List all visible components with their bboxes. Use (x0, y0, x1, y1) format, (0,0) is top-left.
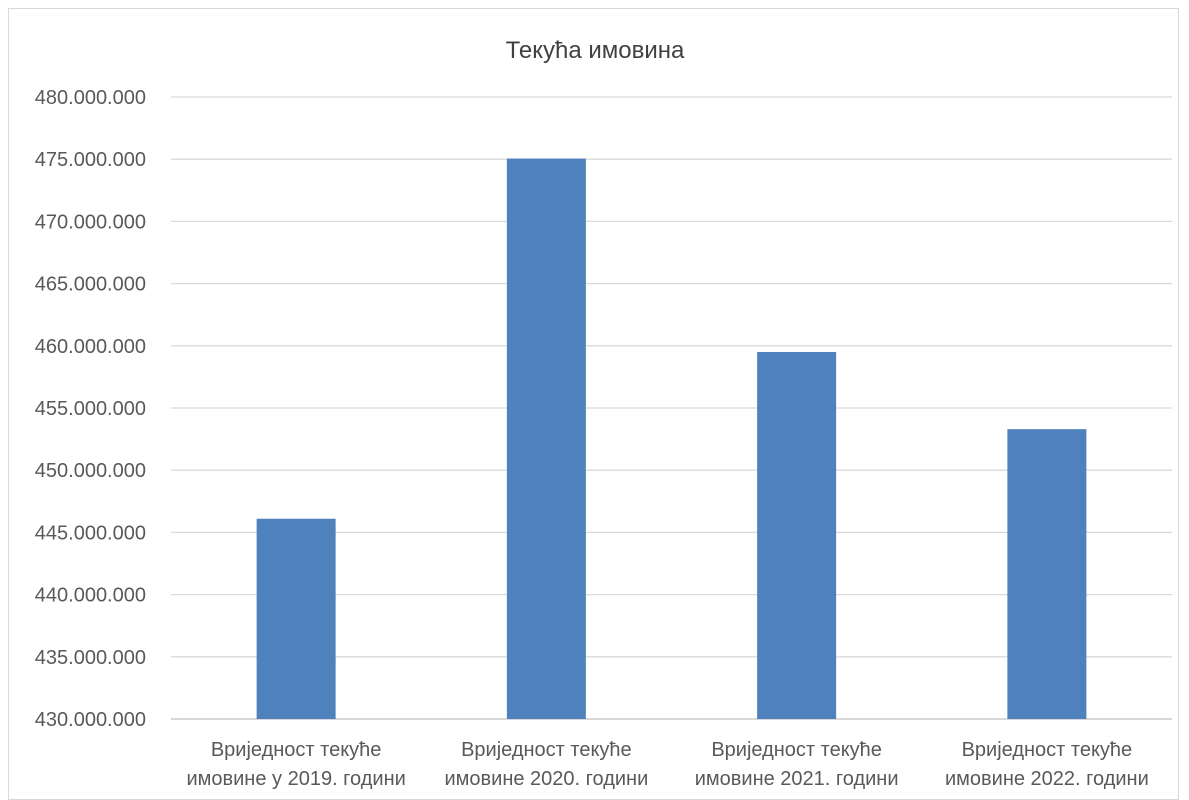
chart-frame (8, 8, 1179, 800)
x-category-label: имовине у 2019. години (186, 768, 405, 790)
y-tick-label: 450.000.000 (35, 460, 146, 482)
x-category-label: имовине 2020. години (444, 768, 648, 790)
bar (757, 352, 837, 719)
y-tick-label: 435.000.000 (35, 647, 146, 669)
x-axis-categories: Вриједност текуће имовине у 2019. години В… (186, 739, 1148, 790)
bar (506, 158, 586, 719)
bar (256, 518, 336, 719)
bars (256, 158, 1087, 719)
y-tick-label: 445.000.000 (35, 522, 146, 544)
y-tick-label: 470.000.000 (35, 211, 146, 233)
x-category-label: Вриједност текуће (461, 739, 632, 761)
y-axis-ticks: 430.000.000 435.000.000 440.000.000 445.000… (35, 87, 146, 731)
x-category-label: Вриједност текуће (711, 739, 882, 761)
y-tick-label: 465.000.000 (35, 274, 146, 296)
x-category-label: Вриједност текуће (962, 739, 1133, 761)
gridlines (171, 96, 1172, 720)
y-tick-label: 475.000.000 (35, 149, 146, 171)
y-tick-label: 455.000.000 (35, 398, 146, 420)
y-tick-label: 480.000.000 (35, 87, 146, 109)
y-tick-label: 430.000.000 (35, 709, 146, 731)
y-tick-label: 440.000.000 (35, 585, 146, 607)
bar (1007, 429, 1087, 719)
x-category-label: имовине 2022. години (945, 768, 1149, 790)
y-tick-label: 460.000.000 (35, 336, 146, 358)
x-category-label: Вриједност текуће (211, 739, 382, 761)
x-category-label: имовине 2021. години (695, 768, 899, 790)
chart-title: Текућа имовина (506, 37, 685, 64)
